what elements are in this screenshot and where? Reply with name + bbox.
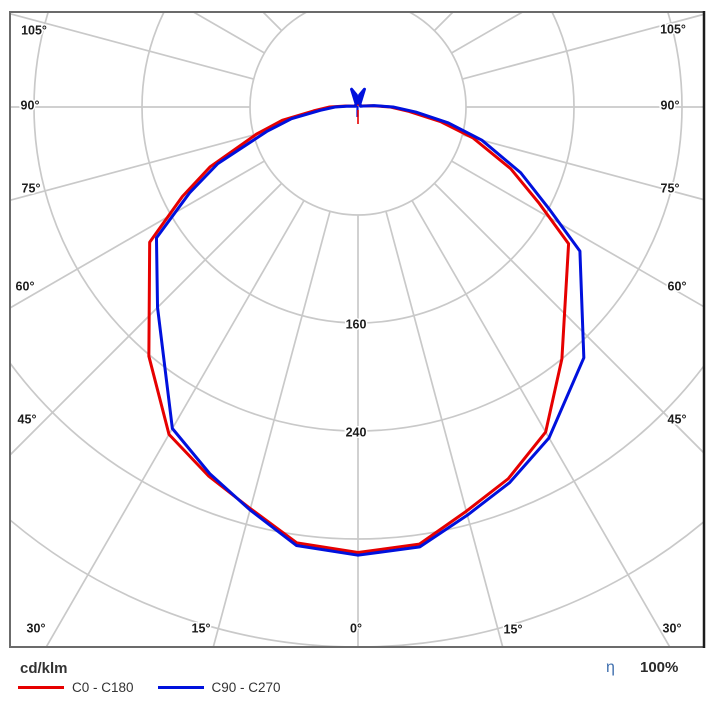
polar-grid [11,13,703,646]
ring-label-240: 240 [346,425,367,439]
angle-label-bottom-15°: 15° [192,621,211,635]
angle-label-bottom-15°: 15° [504,622,523,636]
legend-item-c0-c180: C0 - C180 [18,680,134,695]
angle-label-right-45°: 45° [668,412,687,426]
angle-label-left-75°: 75° [22,181,41,195]
angle-label-right-75°: 75° [661,181,680,195]
curve-c270-c90 [154,87,586,557]
efficiency-value: 100% [640,659,679,676]
legend-line-blue [157,686,204,689]
angle-label-right-60°: 60° [668,279,687,293]
angle-label-bottom-0°: 0° [350,621,362,635]
angle-label-left-30°: 30° [27,621,46,635]
legend-label-c0-c180: C0 - C180 [72,680,134,695]
angle-label-right-105°: 105° [660,22,686,36]
angle-label-left-90°: 90° [21,98,40,112]
ring-label-160: 160 [346,317,367,331]
angle-label-left-60°: 60° [16,279,35,293]
angle-label-left-105°: 105° [21,23,47,37]
units-label: cd/klm [20,660,68,677]
eta-symbol: η [606,659,615,676]
legend: C0 - C180 C90 - C270 [18,680,305,695]
angle-label-left-45°: 45° [18,412,37,426]
legend-item-c90-c270: C90 - C270 [157,680,281,695]
legend-label-c90-c270: C90 - C270 [211,680,281,695]
angle-label-bottom-30°: 30° [663,621,682,635]
angle-label-right-90°: 90° [661,98,680,112]
polar-chart: 105° 90° 75° 60° 45° 30° 15° 0° 15° 30° 105° 90° 75°… [9,11,706,648]
legend-line-red [18,686,64,689]
